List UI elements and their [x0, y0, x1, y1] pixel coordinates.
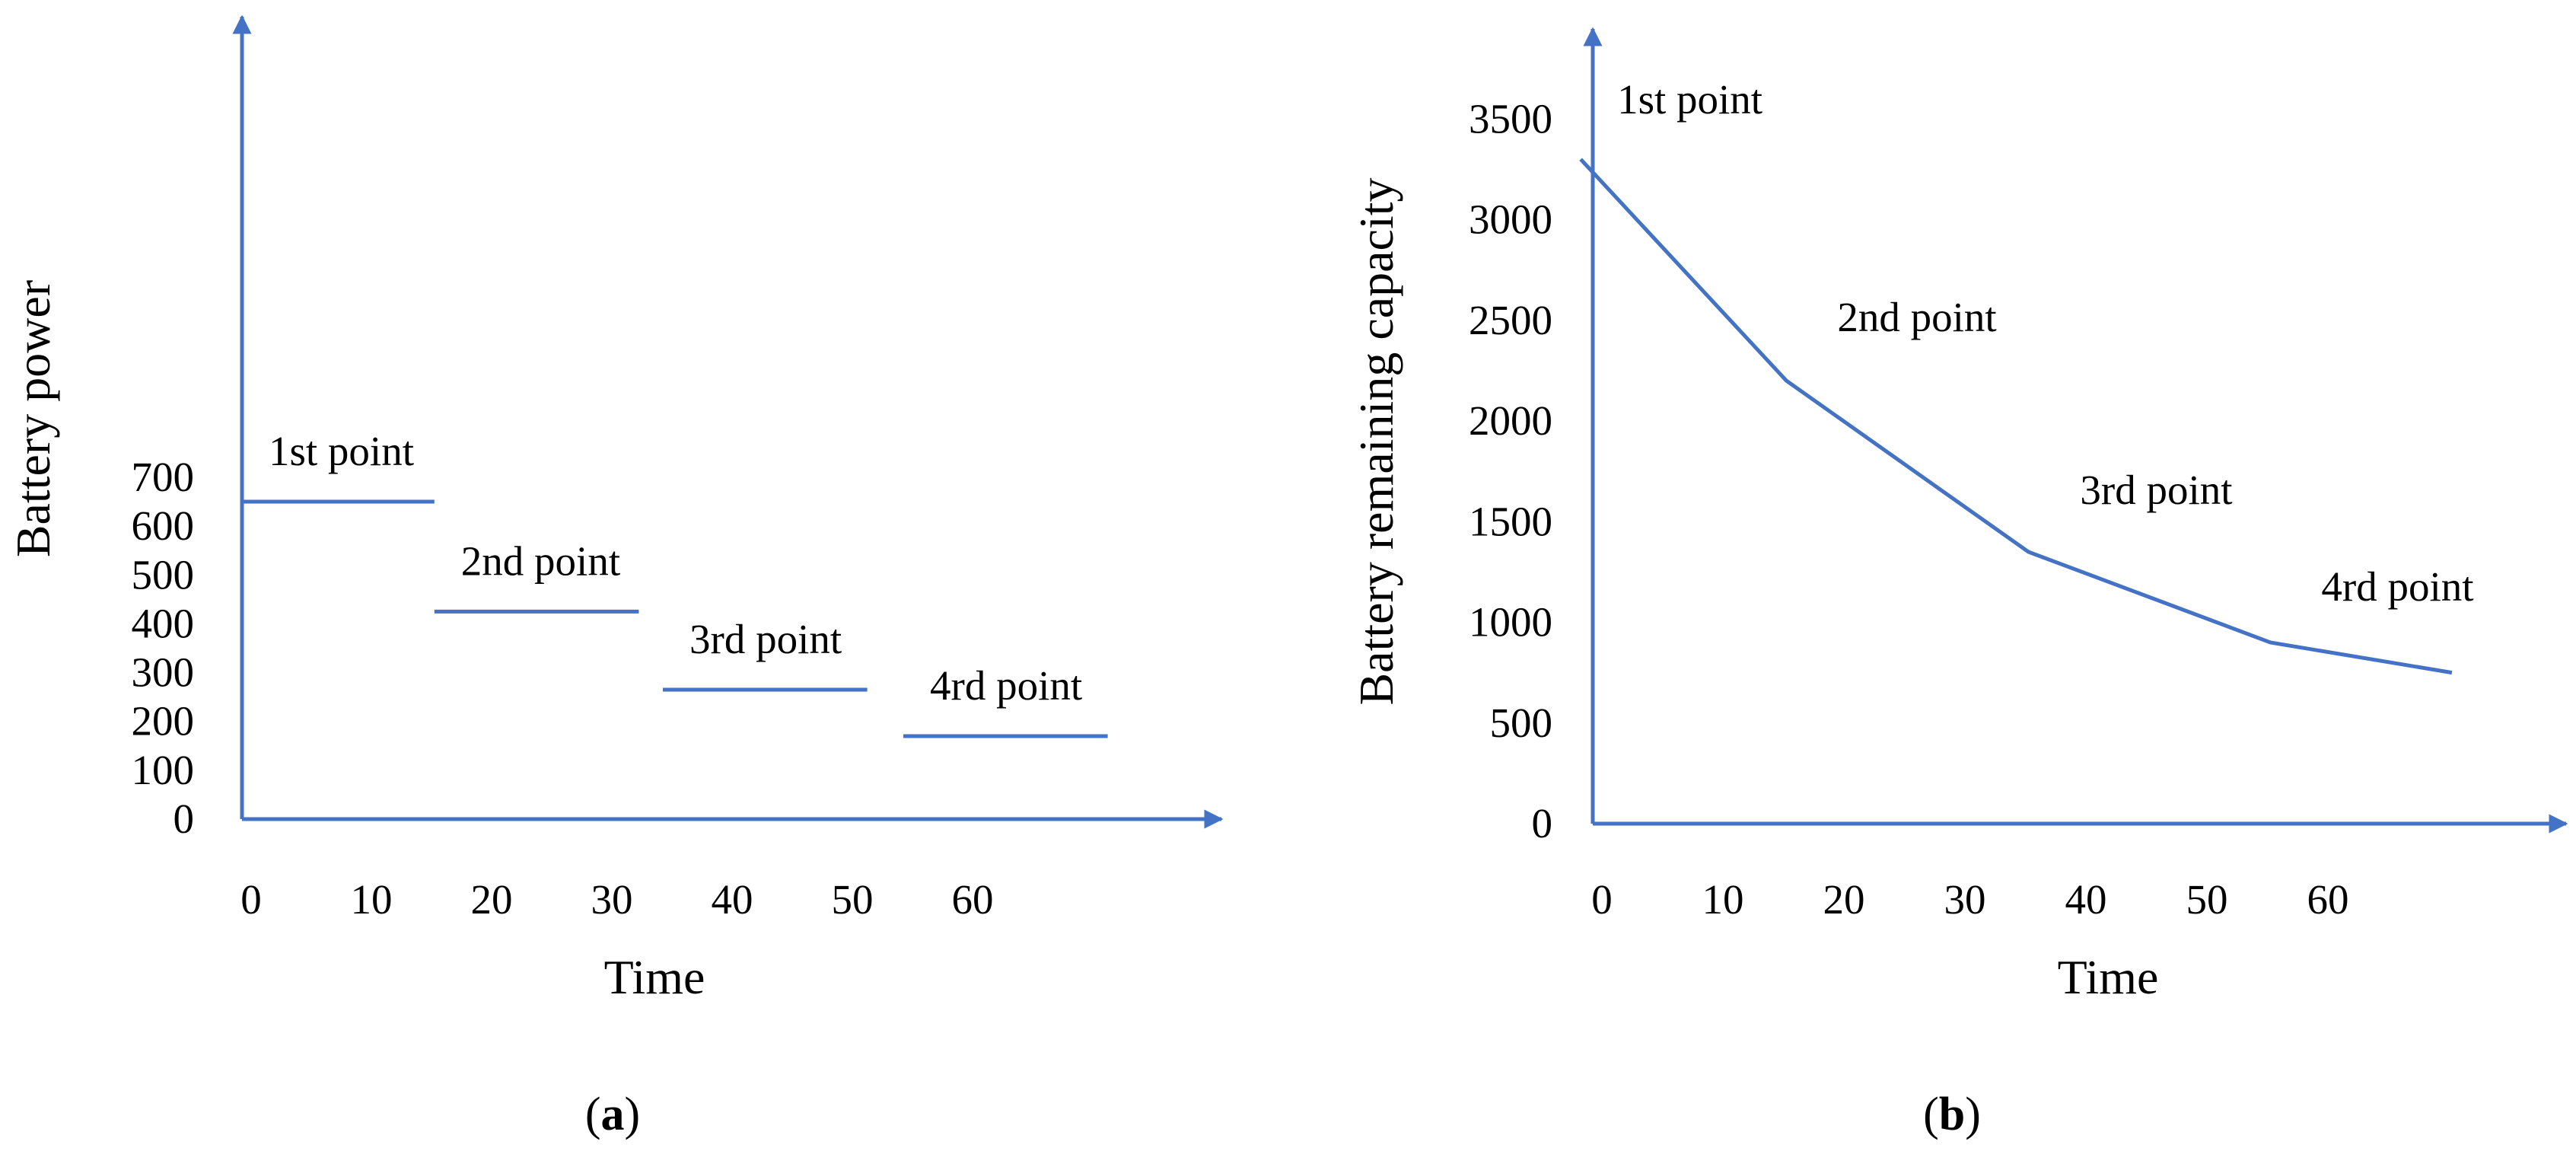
panel-b-annotation: 1st point — [1617, 76, 1762, 123]
panel-a-x-tick-labels: 0 10 20 30 40 50 60 — [240, 876, 993, 923]
panel-b-series-line — [1579, 158, 2453, 675]
panel-a-y-tick-label: 600 — [132, 502, 195, 549]
panel-a-y-tick-label: 400 — [132, 600, 195, 646]
panel-b-y-tick-label: 0 — [1532, 800, 1553, 847]
panel-b-y-tick-label: 1000 — [1469, 599, 1552, 646]
panel-a-y-tick-label: 700 — [132, 454, 195, 500]
panel-b-y-tick-label: 2500 — [1469, 297, 1552, 343]
panel-a-y-tick-label: 300 — [132, 649, 195, 696]
panel-a-marks: 1st point 2nd point 3rd point 4rd point — [242, 428, 1108, 738]
panel-a-x-tick-label: 60 — [952, 876, 994, 923]
panel-b-x-tick-labels: 0 10 20 30 40 50 60 — [1591, 876, 2348, 923]
panel-b-x-tick-label: 50 — [2186, 876, 2228, 923]
panel-b-x-tick-label: 0 — [1591, 876, 1613, 923]
panel-b: 0 500 1000 1500 2000 2500 3000 3500 0 10 20 30 40 50… — [1349, 27, 2568, 1140]
panel-b-marks: 1st point 2nd point 3rd point 4rd point — [1579, 76, 2474, 675]
panel-b-x-tick-label: 60 — [2307, 876, 2349, 923]
panel-a-x-tick-label: 0 — [240, 876, 262, 923]
panel-b-annotation: 2nd point — [1837, 294, 1996, 340]
panel-a-x-tick-label: 10 — [351, 876, 393, 923]
panel-a-y-tick-label: 0 — [174, 795, 195, 842]
panel-a-x-tick-label: 40 — [712, 876, 753, 923]
panel-a-segment-label: 1st point — [269, 428, 414, 474]
panel-a-segment-label: 2nd point — [461, 537, 620, 584]
panel-b-y-axis-title: Battery remaining capacity — [1349, 177, 1403, 705]
panel-a-y-axis-title: Battery power — [6, 280, 60, 557]
panel-b-label: (b) — [1923, 1089, 1981, 1140]
panel-a-x-axis-title: Time — [604, 950, 705, 1004]
panel-b-y-tick-label: 1500 — [1469, 498, 1552, 544]
panel-b-y-tick-label: 2000 — [1469, 397, 1552, 444]
panel-a-x-tick-label: 50 — [832, 876, 874, 923]
panel-b-annotation: 3rd point — [2080, 467, 2232, 513]
panel-b-y-tick-label: 3500 — [1469, 95, 1552, 142]
panel-a-label: (a) — [585, 1089, 640, 1140]
panel-a-x-tick-label: 20 — [471, 876, 513, 923]
panel-b-annotation: 4rd point — [2321, 563, 2473, 610]
panel-a-y-tick-label: 100 — [132, 747, 195, 793]
panel-b-y-tick-label: 3000 — [1469, 196, 1552, 243]
panel-b-y-tick-label: 500 — [1490, 700, 1553, 746]
panel-b-x-tick-label: 10 — [1702, 876, 1744, 923]
panel-a-y-tick-label: 200 — [132, 698, 195, 744]
panel-a-y-tick-label: 500 — [132, 551, 195, 598]
panel-b-x-axis-title: Time — [2058, 950, 2159, 1004]
panel-a-x-tick-label: 30 — [591, 876, 633, 923]
panel-a-segment-label: 4rd point — [930, 662, 1082, 709]
panel-b-x-tick-label: 30 — [1944, 876, 1986, 923]
panel-a-segment-label: 3rd point — [689, 616, 842, 662]
panel-b-x-tick-label: 40 — [2065, 876, 2107, 923]
panel-b-y-tick-labels: 0 500 1000 1500 2000 2500 3000 3500 — [1469, 95, 1552, 847]
panel-b-x-tick-label: 20 — [1823, 876, 1865, 923]
